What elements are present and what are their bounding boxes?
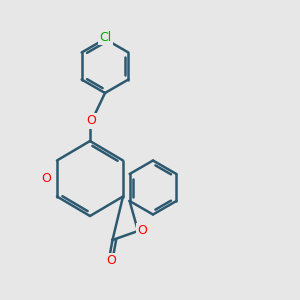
Text: O: O (42, 172, 51, 185)
Text: O: O (138, 224, 147, 238)
Text: Cl: Cl (99, 31, 111, 44)
Text: O: O (106, 254, 116, 268)
Text: O: O (87, 114, 96, 128)
